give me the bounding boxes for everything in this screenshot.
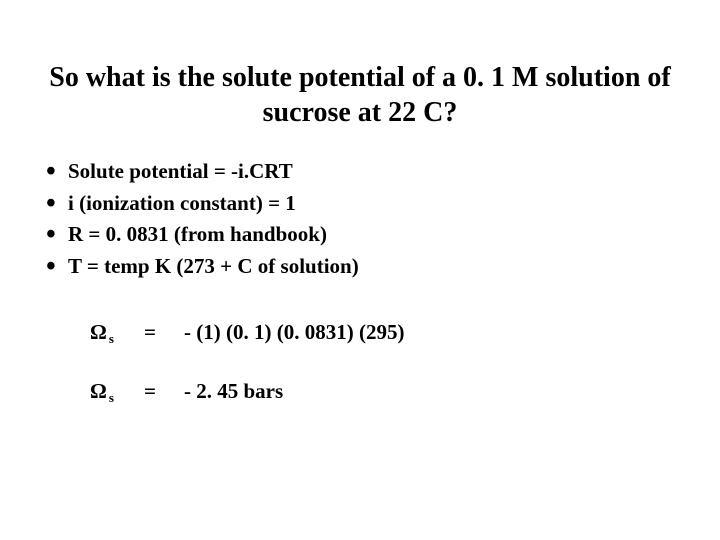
bullet-item: T = temp K (273 + C of solution) — [46, 251, 720, 283]
equals-sign: = — [144, 320, 184, 345]
calculation-area: Ωs = - (1) (0. 1) (0. 0831) (295) Ωs = -… — [0, 320, 720, 404]
slide-title: So what is the solute potential of a 0. … — [0, 0, 720, 130]
omega-char: Ω — [90, 320, 107, 345]
subscript-s: s — [109, 331, 114, 347]
calc-row-1: Ωs = - (1) (0. 1) (0. 0831) (295) — [90, 320, 720, 345]
symbol-omega-s: Ωs — [90, 379, 144, 404]
bullet-item: i (ionization constant) = 1 — [46, 188, 720, 220]
calc-row-2: Ωs = - 2. 45 bars — [90, 379, 720, 404]
bullet-item: R = 0. 0831 (from handbook) — [46, 219, 720, 251]
calc-result: - 2. 45 bars — [184, 379, 720, 404]
symbol-omega-s: Ωs — [90, 320, 144, 345]
bullet-list: Solute potential = -i.CRT i (ionization … — [0, 156, 720, 282]
calc-expression: - (1) (0. 1) (0. 0831) (295) — [184, 320, 720, 345]
equals-sign: = — [144, 379, 184, 404]
subscript-s: s — [109, 390, 114, 406]
bullet-item: Solute potential = -i.CRT — [46, 156, 720, 188]
omega-char: Ω — [90, 379, 107, 404]
